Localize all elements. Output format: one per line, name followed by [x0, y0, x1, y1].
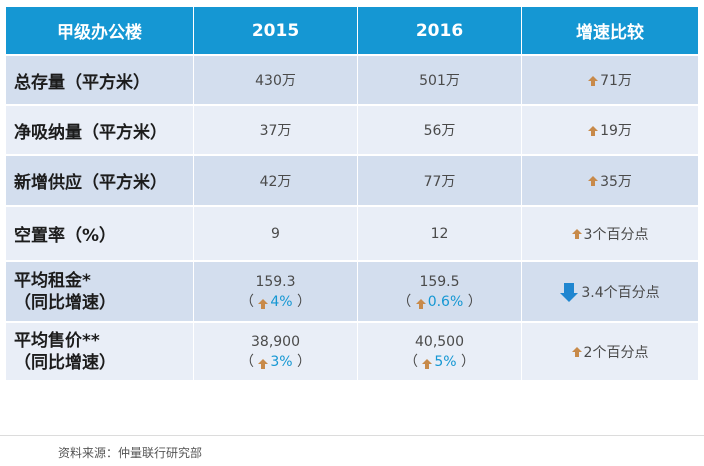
- up-arrow-icon: [415, 298, 426, 309]
- row-label-new-supply: 新增供应（平方米）: [6, 156, 194, 207]
- cell-change-total-stock: 71万: [522, 56, 698, 106]
- cell-2016-total-stock: 501万: [358, 56, 522, 106]
- change-value: 2个百分点: [583, 344, 649, 361]
- header-category: 甲级办公楼: [6, 7, 194, 56]
- growth-line: （ 3% ）: [239, 353, 312, 370]
- row-label-average-rent: 平均租金* （同比增速）: [6, 262, 194, 323]
- growth-line: （ 0.6% ）: [397, 293, 482, 310]
- header-growth-compare: 增速比较: [522, 7, 698, 56]
- up-arrow-icon: [571, 347, 582, 357]
- header-2015: 2015: [194, 7, 358, 56]
- cell-2015-total-stock: 430万: [194, 56, 358, 106]
- cell-2015-average-price: 38,900 （ 3% ）: [194, 323, 358, 382]
- up-arrow-icon: [588, 176, 599, 186]
- up-arrow-icon: [588, 125, 599, 136]
- header-2016: 2016: [358, 7, 522, 56]
- footer-divider: [0, 435, 704, 436]
- down-arrow-icon: [560, 283, 579, 302]
- growth-line: （ 4% ）: [239, 293, 312, 310]
- up-arrow-icon: [258, 298, 269, 309]
- value-main: 159.3: [255, 273, 296, 290]
- value-main: 40,500: [415, 333, 464, 350]
- cell-change-net-absorption: 19万: [522, 106, 698, 156]
- up-arrow-icon: [422, 358, 433, 369]
- cell-change-new-supply: 35万: [522, 156, 698, 207]
- change-value: 19万: [600, 123, 632, 139]
- cell-2016-net-absorption: 56万: [358, 106, 522, 156]
- cell-2016-new-supply: 77万: [358, 156, 522, 207]
- growth-value: 0.6%: [427, 293, 464, 310]
- value-main: 159.5: [419, 273, 460, 290]
- change-value: 3个百分点: [583, 226, 649, 243]
- change-value: 35万: [600, 173, 632, 190]
- growth-value: 5%: [434, 353, 457, 370]
- row-label-total-stock: 总存量（平方米）: [6, 56, 194, 106]
- growth-value: 4%: [270, 293, 293, 310]
- cell-2016-average-rent: 159.5 （ 0.6% ）: [358, 262, 522, 323]
- cell-change-vacancy-rate: 3个百分点: [522, 207, 698, 262]
- up-arrow-icon: [571, 229, 582, 239]
- office-market-table: 甲级办公楼 2015 2016 增速比较 总存量（平方米） 430万 501万 …: [6, 7, 698, 382]
- row-label-net-absorption: 净吸纳量（平方米）: [6, 106, 194, 156]
- up-arrow-icon: [258, 358, 269, 369]
- row-label-line-2: （同比增速）: [14, 292, 116, 313]
- cell-2015-average-rent: 159.3 （ 4% ）: [194, 262, 358, 323]
- growth-value: 3%: [270, 353, 293, 370]
- cell-2016-average-price: 40,500 （ 5% ）: [358, 323, 522, 382]
- cell-change-average-price: 2个百分点: [522, 323, 698, 382]
- cell-2015-new-supply: 42万: [194, 156, 358, 207]
- cell-change-average-rent: 3.4个百分点: [522, 262, 698, 323]
- source-note: 资料来源：仲量联行研究部: [58, 446, 203, 460]
- up-arrow-icon: [588, 75, 599, 86]
- change-value: 3.4个百分点: [581, 284, 660, 301]
- row-label-vacancy-rate: 空置率（%）: [6, 207, 194, 262]
- value-main: 38,900: [251, 333, 300, 350]
- row-label-line-1: 平均租金*: [14, 270, 91, 291]
- growth-line: （ 5% ）: [403, 353, 476, 370]
- change-value: 71万: [600, 73, 632, 89]
- cell-2015-net-absorption: 37万: [194, 106, 358, 156]
- row-label-line-1: 平均售价**: [14, 330, 100, 351]
- row-label-line-2: （同比增速）: [14, 352, 116, 373]
- row-label-average-price: 平均售价** （同比增速）: [6, 323, 194, 382]
- cell-2015-vacancy-rate: 9: [194, 207, 358, 262]
- cell-2016-vacancy-rate: 12: [358, 207, 522, 262]
